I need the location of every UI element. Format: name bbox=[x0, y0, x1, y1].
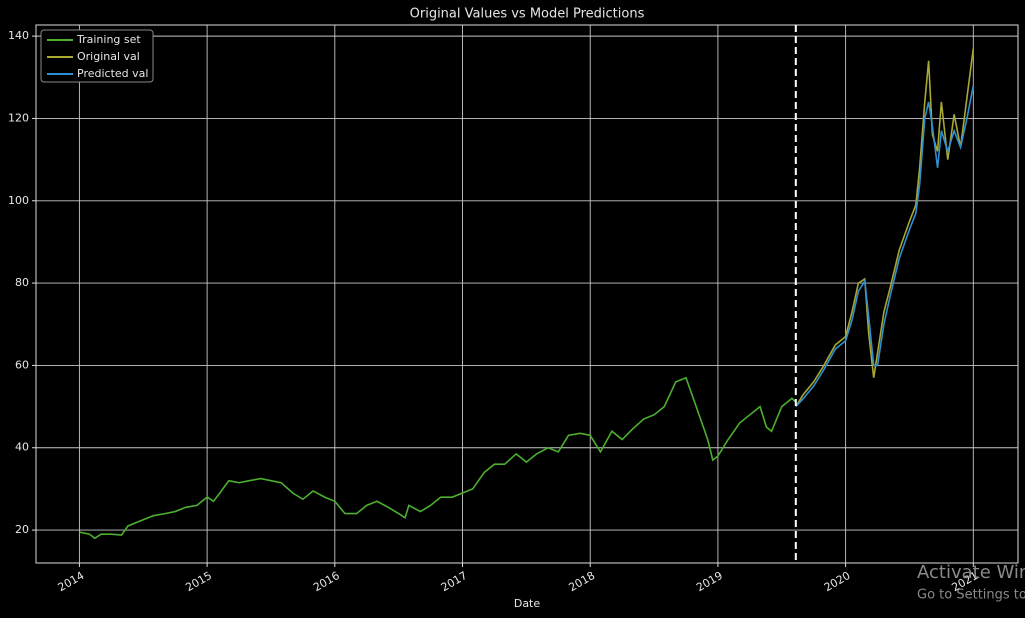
x-tick-label: 2014 bbox=[56, 569, 87, 594]
series-line bbox=[795, 48, 975, 408]
y-tick-label: 20 bbox=[15, 523, 29, 536]
x-tick-label: 2017 bbox=[439, 569, 470, 594]
plot-frame bbox=[35, 24, 1019, 564]
y-tick-label: 120 bbox=[8, 111, 29, 124]
y-tick-label: 140 bbox=[8, 29, 29, 42]
x-tick-label: 2019 bbox=[694, 569, 725, 594]
legend-label: Predicted val bbox=[77, 67, 148, 80]
y-tick-label: 80 bbox=[15, 276, 29, 289]
legend-label: Training set bbox=[76, 33, 141, 46]
y-tick-label: 100 bbox=[8, 194, 29, 207]
legend-label: Original val bbox=[77, 50, 140, 63]
series-line bbox=[795, 85, 975, 408]
x-axis-label: Date bbox=[514, 597, 541, 610]
series-line bbox=[79, 376, 797, 540]
x-tick-label: 2020 bbox=[822, 569, 853, 594]
x-tick-label: 2018 bbox=[566, 569, 597, 594]
y-tick-label: 40 bbox=[15, 441, 29, 454]
y-tick-label: 60 bbox=[15, 358, 29, 371]
watermark-subtitle: Go to Settings to activate Windows. bbox=[917, 588, 1025, 603]
x-tick-label: 2016 bbox=[311, 569, 342, 594]
watermark-title: Activate Windows bbox=[917, 562, 1025, 583]
x-tick-label: 2015 bbox=[183, 569, 214, 594]
chart-title: Original Values vs Model Predictions bbox=[410, 7, 645, 22]
legend-box bbox=[40, 29, 154, 83]
